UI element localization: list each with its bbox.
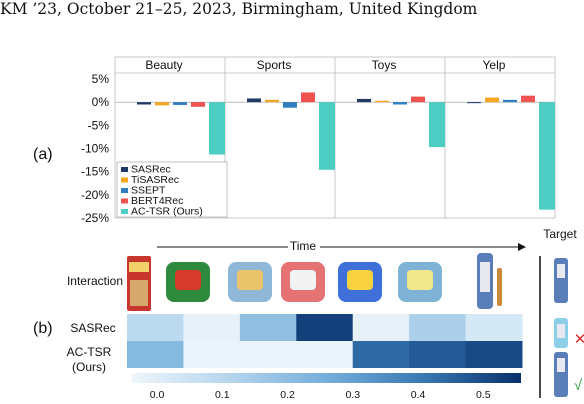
y-tick-label: 0% xyxy=(92,95,110,109)
item-images xyxy=(127,253,502,311)
bar xyxy=(357,98,371,103)
legend-box xyxy=(116,161,228,218)
y-tick-label: -15% xyxy=(81,165,109,179)
row-labels: SASRec AC-TSR(Ours) xyxy=(67,321,116,374)
toy-phone-image xyxy=(281,262,325,302)
row-label: AC-TSR xyxy=(67,345,112,359)
legend-swatch xyxy=(121,198,128,204)
heatmap-cell xyxy=(296,341,354,368)
target-items: ✕√ xyxy=(554,258,584,397)
bar xyxy=(265,99,279,103)
colorbar: 0.0 0.1 0.2 0.3 0.4 0.5 xyxy=(132,373,521,401)
heatmap-cell xyxy=(183,314,241,341)
toy-wand-image xyxy=(477,253,502,309)
bar xyxy=(503,99,517,103)
kids-phone-image xyxy=(338,262,382,302)
heatmap-cell xyxy=(352,314,410,341)
heatmap-cell xyxy=(409,341,467,368)
bar xyxy=(301,92,315,103)
y-axis: 5% 0% -5% -10% -15% -20% -25% xyxy=(81,72,109,225)
heatmap-cell xyxy=(183,341,241,368)
colorbar-tick: 0.3 xyxy=(346,389,361,401)
heatmap-cell xyxy=(127,314,184,341)
bar-chart: 5% 0% -5% -10% -15% -20% -25% Beauty Sports Toys… xyxy=(81,56,556,225)
legend-swatch xyxy=(121,209,128,214)
legend-label: TiSASRec xyxy=(131,174,179,186)
bar xyxy=(467,102,481,104)
legend-label: BERT4Rec xyxy=(131,195,183,207)
target-item-image xyxy=(554,318,568,348)
bar xyxy=(521,95,535,103)
y-tick-label: -25% xyxy=(81,211,109,225)
tea-set-image xyxy=(398,262,442,302)
target-item-image xyxy=(554,258,568,303)
time-label: Time xyxy=(290,239,317,253)
jenga-box-image xyxy=(127,256,151,311)
heatmap-cell xyxy=(465,314,523,341)
bar xyxy=(247,98,261,103)
colorbar-tick: 0.5 xyxy=(476,389,491,401)
bar xyxy=(191,102,205,107)
arrow-head xyxy=(518,243,526,251)
bar xyxy=(539,102,555,210)
panel-title: Beauty xyxy=(145,58,182,72)
panel-label-b: (b) xyxy=(33,320,53,337)
bar xyxy=(393,102,407,105)
heatmap-cell xyxy=(127,341,184,368)
panel-label-a: (a) xyxy=(33,146,53,163)
bar xyxy=(173,102,187,105)
target-item-image xyxy=(554,352,568,397)
interaction-label: Interaction xyxy=(67,274,123,288)
heatmap-cell xyxy=(409,314,467,341)
colorbar-tick: 0.1 xyxy=(215,389,230,401)
panel-title: Yelp xyxy=(483,58,506,72)
bar xyxy=(485,97,499,103)
legend-label: AC-TSR (Ours) xyxy=(131,206,203,218)
stocking-image xyxy=(166,262,210,302)
bar xyxy=(209,102,225,155)
wrong-mark-icon: ✕ xyxy=(574,331,584,348)
panel-titles: Beauty Sports Toys Yelp xyxy=(145,58,505,72)
colorbar-tick: 0.2 xyxy=(280,389,295,401)
bar xyxy=(319,102,335,170)
right-mark-icon: √ xyxy=(574,377,583,394)
row-label: SASRec xyxy=(70,321,115,335)
heatmap-cell xyxy=(296,314,354,341)
heatmap-cell xyxy=(352,341,410,368)
legend-label: SASRec xyxy=(131,164,171,176)
y-tick-label: -5% xyxy=(88,118,110,132)
heatmap-cell xyxy=(465,341,523,368)
heatmap-cell xyxy=(239,341,297,368)
legend-label: SSEPT xyxy=(131,185,166,197)
running-head: KM ’23, October 21–25, 2023, Birmingham,… xyxy=(0,0,478,18)
bar xyxy=(411,96,425,103)
heatmap xyxy=(127,314,523,368)
bars xyxy=(137,92,555,210)
legend-swatch xyxy=(121,167,128,172)
panel-title: Sports xyxy=(257,58,292,72)
heatmap-cell xyxy=(239,314,297,341)
target-label: Target xyxy=(543,227,577,241)
bar xyxy=(283,102,297,108)
legend-swatch xyxy=(121,188,128,193)
toy-house-image xyxy=(228,262,272,302)
y-tick-label: -20% xyxy=(81,188,109,202)
colorbar-tick: 0.4 xyxy=(411,389,426,401)
y-tick-label: 5% xyxy=(92,72,110,86)
bar xyxy=(375,100,389,103)
y-tick-label: -10% xyxy=(81,142,109,156)
bar xyxy=(155,102,169,106)
panel-title: Toys xyxy=(372,58,397,72)
row-label-sub: (Ours) xyxy=(72,360,106,374)
colorbar-strip xyxy=(132,373,521,383)
bar xyxy=(429,102,445,148)
bar xyxy=(137,102,151,105)
colorbar-tick: 0.0 xyxy=(150,389,165,401)
attention-sequence: Time Target Interaction SASRec AC-TSR(Our… xyxy=(67,227,584,401)
legend-swatch xyxy=(121,177,128,183)
